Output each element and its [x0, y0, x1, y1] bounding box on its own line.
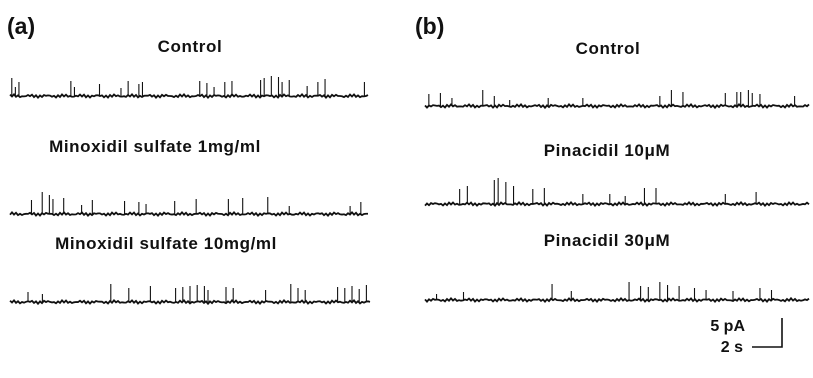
trace-title-a-control: Control: [158, 37, 223, 56]
trace-baseline: [9, 92, 369, 100]
trace-title-b-pinacidil-30: Pinacidil 30μM: [544, 231, 671, 250]
trace-baseline: [9, 210, 368, 218]
trace-a-minoxidil-10: [9, 284, 371, 306]
trace-a-control: [9, 76, 369, 100]
trace-title-b-control: Control: [576, 39, 641, 58]
trace-a-minoxidil-1: [9, 192, 368, 218]
trace-title-a-minoxidil-10: Minoxidil sulfate 10mg/ml: [55, 234, 277, 253]
trace-title-b-pinacidil-10: Pinacidil 10μM: [544, 141, 671, 160]
scale-bar: [752, 318, 783, 348]
trace-baseline: [424, 296, 810, 304]
panel-a-label: (a): [7, 13, 35, 39]
trace-baseline: [9, 299, 371, 306]
scale-bar-time-label: 2 s: [721, 339, 743, 356]
trace-baseline: [424, 200, 810, 208]
trace-b-pinacidil-30: [424, 282, 810, 304]
trace-b-pinacidil-10: [424, 178, 810, 208]
trace-title-a-minoxidil-1: Minoxidil sulfate 1mg/ml: [49, 137, 261, 156]
scale-bar-current-label: 5 pA: [710, 318, 745, 335]
trace-b-control: [424, 90, 810, 110]
panel-b-label: (b): [415, 13, 444, 39]
trace-baseline: [424, 102, 810, 110]
